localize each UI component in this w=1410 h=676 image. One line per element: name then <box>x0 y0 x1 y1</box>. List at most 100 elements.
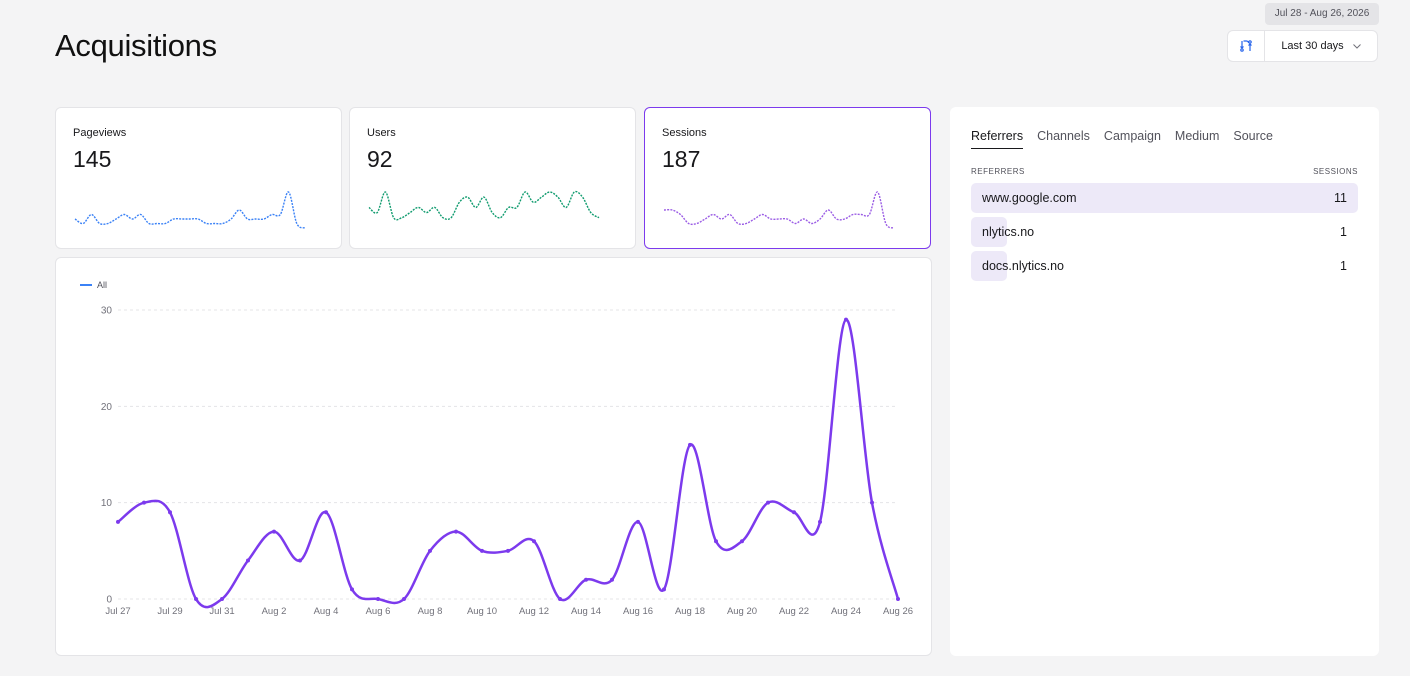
range-dropdown[interactable]: Last 30 days <box>1265 31 1377 61</box>
x-tick-label: Aug 2 <box>262 606 287 617</box>
data-point[interactable] <box>168 510 172 515</box>
chevron-down-icon <box>1352 43 1361 49</box>
data-point[interactable] <box>324 510 328 515</box>
data-point[interactable] <box>402 597 406 601</box>
data-point[interactable] <box>636 519 640 524</box>
date-range-picker: Last 30 days <box>1227 30 1378 62</box>
data-point[interactable] <box>220 597 224 601</box>
data-point[interactable] <box>610 577 614 582</box>
sparkline-path <box>74 191 306 229</box>
data-point[interactable] <box>688 442 692 447</box>
data-point[interactable] <box>896 597 900 601</box>
referrer-row[interactable]: docs.nlytics.no 1 <box>971 251 1358 281</box>
legend-swatch <box>80 284 92 286</box>
referrer-share-bar <box>971 217 1007 247</box>
tab-campaign[interactable]: Campaign <box>1103 129 1161 143</box>
referrer-sessions: 1 <box>1340 259 1347 273</box>
referrer-share-bar <box>971 251 1007 281</box>
chart-legend[interactable]: All <box>80 280 107 290</box>
data-point[interactable] <box>662 587 666 592</box>
column-header-sessions: SESSIONS <box>1313 167 1358 176</box>
stat-value: 92 <box>367 146 393 172</box>
y-tick-label: 0 <box>106 595 112 606</box>
data-point[interactable] <box>142 500 146 505</box>
referrer-row[interactable]: nlytics.no 1 <box>971 217 1358 247</box>
data-point[interactable] <box>376 597 380 601</box>
data-point[interactable] <box>116 519 120 524</box>
x-tick-label: Jul 29 <box>157 606 182 617</box>
stat-label: Sessions <box>662 127 707 139</box>
referrer-sessions: 1 <box>1340 225 1347 239</box>
y-tick-label: 20 <box>101 402 113 413</box>
column-header-referrers: REFERRERS <box>971 167 1025 176</box>
stat-card-users[interactable]: Users 92 <box>349 107 636 249</box>
tab-medium[interactable]: Medium <box>1174 129 1220 143</box>
x-tick-label: Aug 18 <box>675 606 705 617</box>
data-point[interactable] <box>844 317 848 322</box>
data-point[interactable] <box>532 539 536 544</box>
stat-value: 145 <box>73 146 112 172</box>
data-point[interactable] <box>480 548 484 553</box>
x-tick-label: Aug 24 <box>831 606 861 617</box>
stat-label: Users <box>367 127 396 139</box>
x-tick-label: Aug 22 <box>779 606 809 617</box>
x-tick-label: Aug 16 <box>623 606 653 617</box>
data-point[interactable] <box>766 500 770 505</box>
source-tabs: Referrers Channels Campaign Medium Sourc… <box>971 129 1273 149</box>
data-point[interactable] <box>272 529 276 534</box>
data-point[interactable] <box>454 529 458 534</box>
referrer-name: nlytics.no <box>982 225 1035 239</box>
x-tick-label: Aug 12 <box>519 606 549 617</box>
stat-card-pageviews[interactable]: Pageviews 145 <box>55 107 342 249</box>
data-point[interactable] <box>298 558 302 563</box>
data-point[interactable] <box>870 500 874 505</box>
compare-button[interactable] <box>1228 31 1265 61</box>
series-line-all <box>117 318 900 609</box>
compare-arrows-icon <box>1240 40 1252 52</box>
date-range-badge: Jul 28 - Aug 26, 2026 <box>1265 3 1379 25</box>
tab-source[interactable]: Source <box>1233 129 1273 143</box>
data-point[interactable] <box>506 548 510 553</box>
x-tick-label: Aug 8 <box>418 606 443 617</box>
data-point[interactable] <box>792 510 796 515</box>
x-tick-label: Aug 20 <box>727 606 757 617</box>
data-point[interactable] <box>558 597 562 601</box>
x-tick-label: Aug 4 <box>314 606 339 617</box>
sparkline-path <box>368 190 600 221</box>
x-tick-label: Aug 6 <box>366 606 391 617</box>
data-point[interactable] <box>714 539 718 544</box>
referrers-panel: Referrers Channels Campaign Medium Sourc… <box>950 107 1379 656</box>
x-tick-label: Jul 31 <box>209 606 234 617</box>
stat-label: Pageviews <box>73 127 127 139</box>
referrer-name: www.google.com <box>982 191 1077 205</box>
referrer-share-bar <box>971 183 1358 213</box>
sessions-chart-card: 0 10 20 30 Jul 27 Jul 29 Jul 31 Aug 2 Aug 4 Aug 6… <box>55 257 932 656</box>
range-label: Last 30 days <box>1281 40 1344 52</box>
data-point[interactable] <box>740 539 744 544</box>
x-tick-label: Aug 10 <box>467 606 497 617</box>
x-tick-label: Aug 26 <box>883 606 913 617</box>
data-point[interactable] <box>428 548 432 553</box>
data-point[interactable] <box>350 587 354 592</box>
data-point[interactable] <box>584 577 588 582</box>
sessions-line-chart: 0 10 20 30 Jul 27 Jul 29 Jul 31 Aug 2 Aug 4 Aug 6… <box>101 306 913 618</box>
referrer-sessions: 11 <box>1334 191 1347 205</box>
x-tick-label: Jul 27 <box>105 606 130 617</box>
sparkline-sessions <box>663 191 895 229</box>
referrer-name: docs.nlytics.no <box>982 259 1064 273</box>
y-tick-label: 30 <box>101 306 113 317</box>
stat-value: 187 <box>662 146 701 172</box>
data-point[interactable] <box>194 597 198 601</box>
stat-card-sessions[interactable]: Sessions 187 <box>644 107 931 249</box>
tab-referrers[interactable]: Referrers <box>971 129 1024 149</box>
legend-label: All <box>97 280 108 290</box>
referrer-row[interactable]: www.google.com 11 <box>971 183 1358 213</box>
data-point[interactable] <box>818 519 822 524</box>
data-point[interactable] <box>246 558 250 563</box>
tab-channels[interactable]: Channels <box>1037 129 1090 143</box>
page-title: Acquisitions <box>55 28 217 63</box>
sparkline-pageviews <box>74 191 306 229</box>
x-tick-label: Aug 14 <box>571 606 601 617</box>
sparkline-users <box>368 190 600 221</box>
y-tick-label: 10 <box>101 498 113 509</box>
